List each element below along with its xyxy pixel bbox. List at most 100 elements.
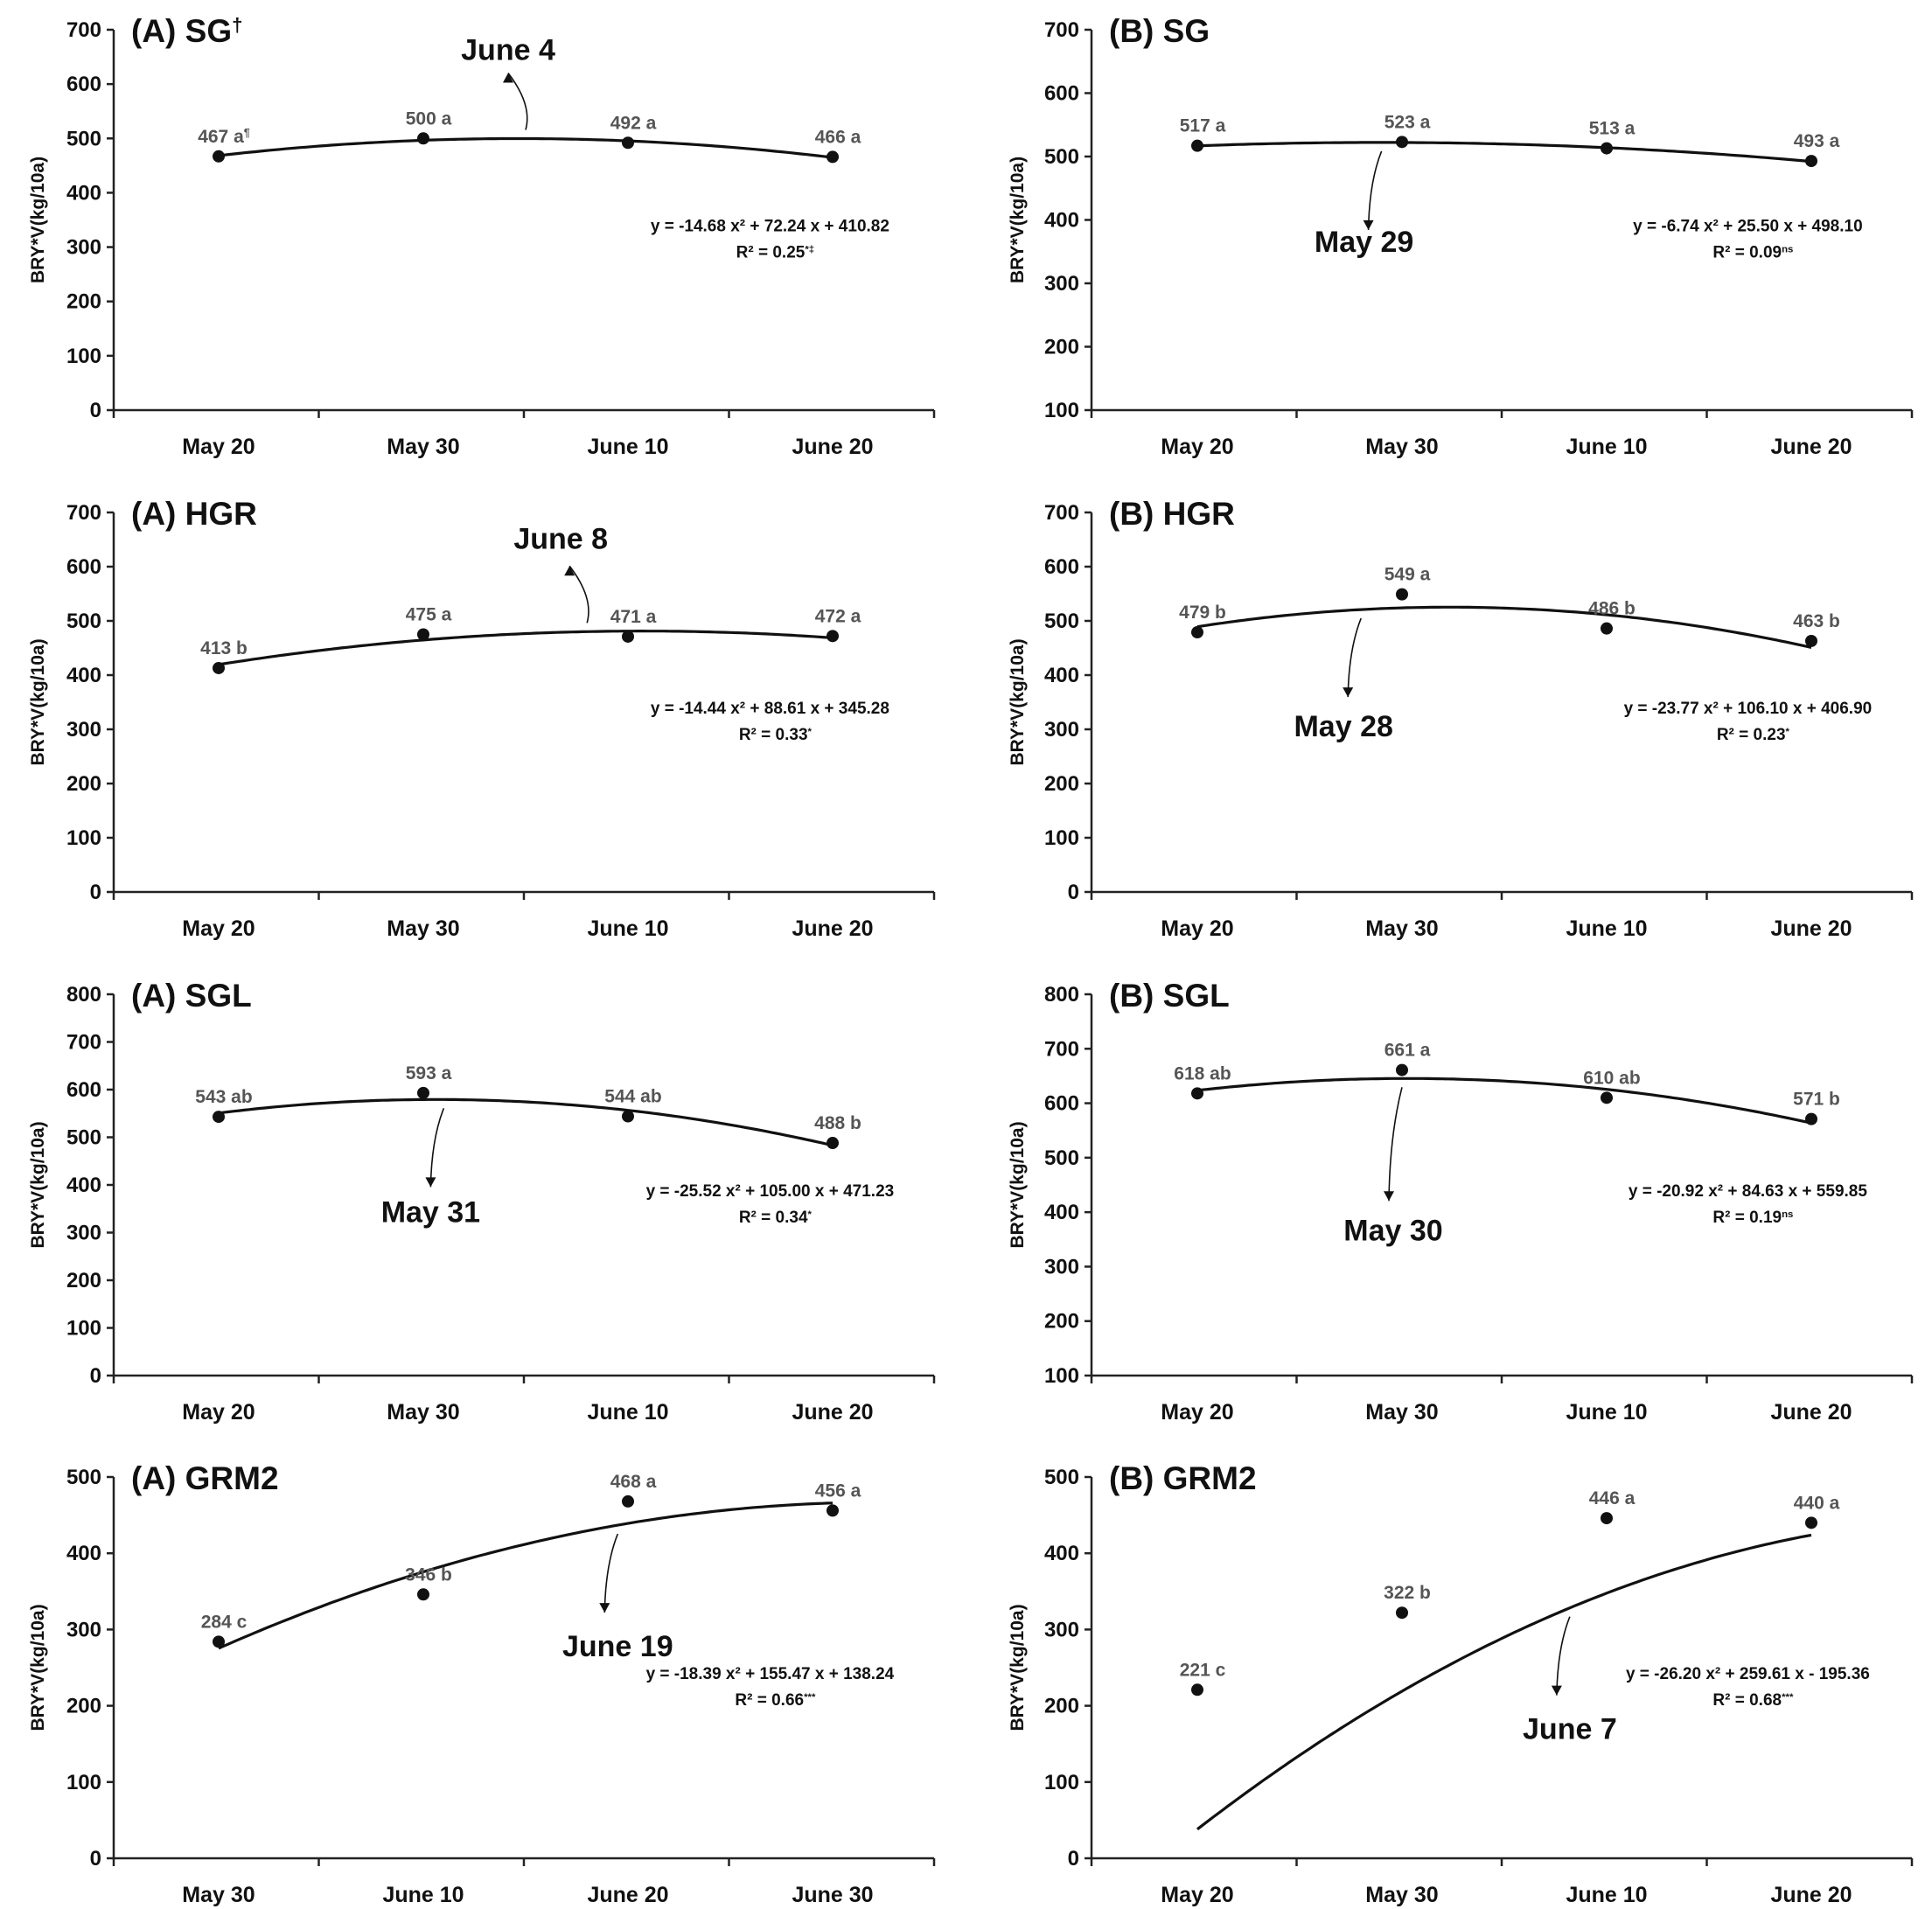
y-tick-label: 500 (66, 1126, 101, 1150)
data-label: 517 a (1180, 116, 1226, 136)
x-tick-label: June 30 (792, 1883, 873, 1907)
x-tick-label: June 20 (1770, 1883, 1852, 1907)
data-label: 492 a (610, 113, 657, 133)
fit-curve (218, 1097, 833, 1147)
data-point (1601, 142, 1613, 155)
optimum-arrow (429, 1108, 445, 1188)
data-point (827, 630, 839, 643)
data-label: 513 a (1589, 119, 1636, 139)
y-tick-label: 800 (1044, 983, 1079, 1007)
data-point (417, 1588, 429, 1601)
data-label: 479 b (1179, 603, 1226, 623)
data-label: 486 b (1588, 599, 1636, 619)
y-tick-label: 600 (66, 73, 101, 96)
y-tick-label: 500 (1044, 1146, 1079, 1170)
y-axis-label: BRY*V(kg/10a) (28, 638, 48, 765)
x-tick-label: June 20 (1770, 1400, 1852, 1425)
superscript: *** (1782, 1692, 1794, 1703)
data-label: 618 ab (1174, 1063, 1231, 1083)
y-tick-label: 400 (1044, 209, 1079, 233)
x-tick-label: May 20 (1161, 1883, 1233, 1907)
optimum-date-label: May 31 (381, 1195, 480, 1229)
y-tick-label: 0 (1068, 1847, 1079, 1871)
y-tick-label: 500 (66, 610, 101, 633)
x-tick-label: May 20 (1161, 1400, 1233, 1425)
y-tick-label: 600 (1044, 1092, 1079, 1116)
data-point (213, 150, 225, 163)
superscript: *‡ (805, 244, 814, 254)
x-tick-label: May 30 (1365, 916, 1438, 941)
y-tick-label: 300 (66, 1618, 101, 1641)
x-tick-label: June 20 (792, 435, 873, 459)
panel-title: (B) SG (1109, 13, 1210, 49)
data-label: 463 b (1793, 611, 1840, 631)
optimum-date-label: May 28 (1294, 710, 1392, 743)
data-label: 523 a (1384, 112, 1431, 132)
y-axis-label: BRY*V(kg/10a) (28, 157, 48, 283)
y-tick-label: 200 (66, 290, 101, 314)
y-tick-label: 0 (90, 1364, 101, 1388)
superscript: † (232, 14, 242, 36)
x-tick-label: June 20 (1770, 916, 1852, 941)
y-tick-label: 200 (1044, 1310, 1079, 1334)
panel-b-sg: 100 200 300 400 500 600 700 May 20 May 30 June 10… (1008, 13, 1914, 459)
x-tick-label: May 30 (1365, 1400, 1438, 1425)
y-tick-label: 700 (66, 18, 101, 42)
arrowhead-icon (1343, 687, 1354, 698)
data-point (1396, 136, 1408, 149)
optimum-arrow (1388, 1087, 1403, 1202)
y-axis-label: BRY*V(kg/10a) (1008, 1604, 1028, 1731)
data-label: 413 b (200, 638, 248, 658)
data-label: 544 ab (604, 1087, 661, 1107)
arrowhead-icon (599, 1603, 610, 1613)
arrowhead-icon (503, 73, 513, 83)
panel-title: (A) GRM2 (131, 1460, 279, 1496)
x-tick-label: May 30 (182, 1883, 255, 1907)
x-tick-label: June 10 (587, 916, 668, 941)
arrowhead-icon (425, 1177, 436, 1188)
data-label: 346 b (405, 1564, 452, 1585)
x-tick-label: May 20 (182, 1400, 255, 1425)
r-squared: R² = 0.25*‡ (736, 244, 814, 262)
data-point (1191, 1087, 1203, 1100)
data-point (1805, 1516, 1817, 1529)
y-tick-label: 200 (1044, 772, 1079, 796)
panel-title: (A) SGL (131, 978, 252, 1014)
y-tick-label: 500 (1044, 145, 1079, 169)
data-label: 500 a (406, 108, 452, 129)
fit-curve (1196, 141, 1812, 164)
superscript: *** (804, 1692, 816, 1703)
y-tick-label: 0 (1068, 881, 1079, 904)
y-tick-label: 700 (66, 501, 101, 525)
y-tick-label: 100 (66, 345, 101, 368)
data-point (417, 1086, 429, 1099)
y-tick-label: 500 (1044, 610, 1079, 633)
data-label: 466 a (815, 127, 861, 147)
optimum-arrow (1367, 150, 1383, 230)
y-tick-label: 0 (90, 1847, 101, 1871)
x-tick-label: May 30 (387, 1400, 459, 1425)
superscript: * (808, 727, 813, 737)
x-tick-label: May 20 (182, 916, 255, 941)
data-point (622, 136, 634, 150)
regression-equation: y = -20.92 x² + 84.63 x + 559.85 (1629, 1182, 1868, 1201)
fit-curve (218, 136, 833, 159)
data-label: 549 a (1384, 565, 1431, 585)
y-tick-label: 400 (66, 1542, 101, 1565)
optimum-arrow (568, 565, 589, 624)
data-label: 440 a (1794, 1493, 1840, 1513)
y-tick-label: 500 (1044, 1466, 1079, 1489)
panel-b-sgl: 100 200 300 400 500 600 700 800 May 20 May 30 June… (1008, 978, 1914, 1425)
data-label: 322 b (1384, 1583, 1431, 1603)
r-squared: R² = 0.09ns (1712, 244, 1793, 262)
data-point (1601, 622, 1613, 635)
panel-a-grm2: 0 100 200 300 400 500 May 30 June 10 June 20 June… (28, 1460, 936, 1907)
x-tick-label: June 10 (587, 435, 668, 459)
panel-b-grm2: 0 100 200 300 400 500 May 20 May 30 June 10 June … (1008, 1460, 1914, 1907)
y-tick-label: 300 (1044, 1255, 1079, 1278)
y-tick-label: 100 (1044, 826, 1079, 850)
y-tick-label: 800 (66, 983, 101, 1007)
regression-equation: y = -14.44 x² + 88.61 x + 345.28 (651, 700, 889, 718)
optimum-date-label: June 7 (1523, 1713, 1617, 1746)
regression-equation: y = -26.20 x² + 259.61 x - 195.36 (1626, 1665, 1870, 1683)
